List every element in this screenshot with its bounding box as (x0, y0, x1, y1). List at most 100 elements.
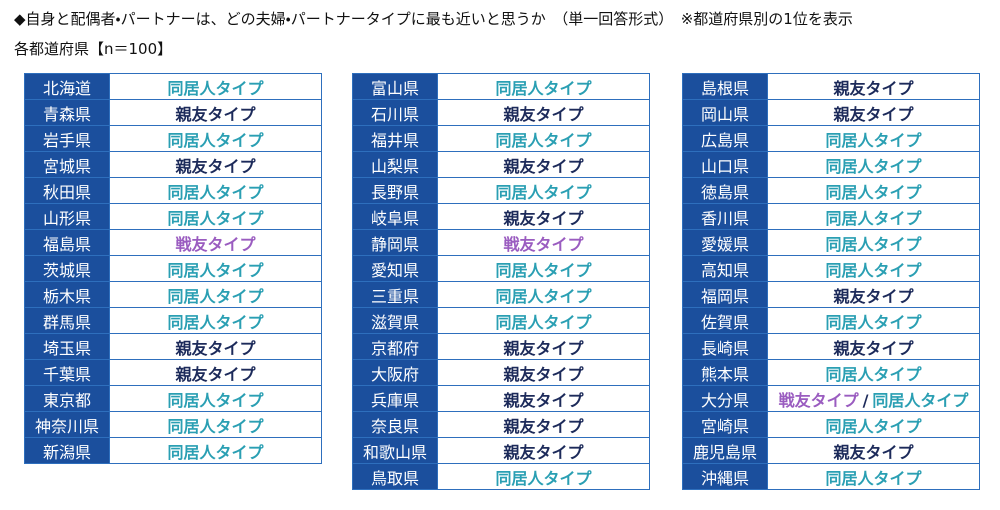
type-cell: 同居人タイプ (767, 151, 980, 178)
prefecture-cell: 神奈川県 (24, 411, 110, 438)
table-row: 鹿児島県 親友タイプ (682, 437, 980, 464)
type-label: 同居人タイプ (495, 468, 592, 488)
prefecture-cell: 広島県 (682, 125, 768, 152)
type-cell: 親友タイプ (437, 359, 650, 386)
type-cell: 親友タイプ (437, 411, 650, 438)
table-row: 北海道 同居人タイプ (24, 73, 322, 100)
type-cell: 同居人タイプ (767, 411, 980, 438)
type-label: 親友タイプ (503, 364, 584, 384)
type-cell: 親友タイプ (767, 99, 980, 126)
prefecture-cell: 長野県 (352, 177, 438, 204)
type-label: 親友タイプ (503, 156, 584, 176)
prefecture-cell: 高知県 (682, 255, 768, 282)
table-row: 山梨県 親友タイプ (352, 151, 650, 178)
type-cell: 同居人タイプ (109, 125, 322, 152)
type-label: 同居人タイプ (167, 78, 264, 98)
table-row: 岩手県 同居人タイプ (24, 125, 322, 152)
prefecture-table: 北海道 同居人タイプ 青森県 親友タイプ 岩手県 同居人タイプ 宮城県 親友タイプ 秋田県 同居人… (24, 73, 322, 464)
type-label: 同居人タイプ (495, 130, 592, 150)
type-label: 戦友タイプ (778, 390, 859, 410)
prefecture-cell: 宮城県 (24, 151, 110, 178)
type-cell: 同居人タイプ (767, 203, 980, 230)
table-row: 東京都 同居人タイプ (24, 385, 322, 412)
table-row: 愛媛県 同居人タイプ (682, 229, 980, 256)
table-row: 長野県 同居人タイプ (352, 177, 650, 204)
type-label: 同居人タイプ (167, 390, 264, 410)
type-cell: 同居人タイプ (437, 125, 650, 152)
prefecture-cell: 福島県 (24, 229, 110, 256)
type-cell: 親友タイプ (437, 333, 650, 360)
type-cell: 同居人タイプ (767, 359, 980, 386)
table-row: 沖縄県 同居人タイプ (682, 463, 980, 490)
type-cell: 親友タイプ (437, 99, 650, 126)
type-cell: 親友タイプ (109, 359, 322, 386)
type-cell: 同居人タイプ (109, 437, 322, 464)
table-row: 秋田県 同居人タイプ (24, 177, 322, 204)
type-label: 親友タイプ (503, 208, 584, 228)
prefecture-cell: 青森県 (24, 99, 110, 126)
prefecture-cell: 石川県 (352, 99, 438, 126)
type-label: 同居人タイプ (495, 78, 592, 98)
type-label: 親友タイプ (833, 78, 914, 98)
table-row: 高知県 同居人タイプ (682, 255, 980, 282)
table-row: 大阪府 親友タイプ (352, 359, 650, 386)
table-row: 福岡県 親友タイプ (682, 281, 980, 308)
prefecture-cell: 宮崎県 (682, 411, 768, 438)
prefecture-cell: 愛媛県 (682, 229, 768, 256)
type-label: 同居人タイプ (167, 416, 264, 436)
table-row: 千葉県 親友タイプ (24, 359, 322, 386)
type-label: 同居人タイプ (825, 208, 922, 228)
type-cell: 同居人タイプ (437, 73, 650, 100)
type-label: 同居人タイプ (495, 260, 592, 280)
type-label: 戦友タイプ (175, 234, 256, 254)
type-label: 同居人タイプ (825, 182, 922, 202)
prefecture-cell: 山形県 (24, 203, 110, 230)
type-cell: 親友タイプ (109, 333, 322, 360)
prefecture-cell: 山口県 (682, 151, 768, 178)
table-row: 滋賀県 同居人タイプ (352, 307, 650, 334)
subtitle: 各都道府県【n＝100】 (14, 40, 173, 58)
type-label: 親友タイプ (175, 156, 256, 176)
type-label: 親友タイプ (175, 364, 256, 384)
prefecture-cell: 長崎県 (682, 333, 768, 360)
type-cell: 親友タイプ (437, 437, 650, 464)
prefecture-cell: 和歌山県 (352, 437, 438, 464)
prefecture-cell: 岐阜県 (352, 203, 438, 230)
prefecture-cell: 福岡県 (682, 281, 768, 308)
type-label: 親友タイプ (175, 104, 256, 124)
type-cell: 同居人タイプ (109, 73, 322, 100)
table-row: 福島県 戦友タイプ (24, 229, 322, 256)
table-row: 島根県 親友タイプ (682, 73, 980, 100)
table-row: 広島県 同居人タイプ (682, 125, 980, 152)
prefecture-cell: 兵庫県 (352, 385, 438, 412)
table-row: 三重県 同居人タイプ (352, 281, 650, 308)
table-row: 大分県 戦友タイプ / 同居人タイプ (682, 385, 980, 412)
type-label: 同居人タイプ (825, 364, 922, 384)
table-row: 佐賀県 同居人タイプ (682, 307, 980, 334)
type-label: / (862, 390, 869, 410)
prefecture-cell: 東京都 (24, 385, 110, 412)
type-cell: 同居人タイプ (767, 307, 980, 334)
type-cell: 同居人タイプ (437, 307, 650, 334)
type-label: 親友タイプ (175, 338, 256, 358)
type-cell: 親友タイプ (109, 151, 322, 178)
type-label: 同居人タイプ (167, 260, 264, 280)
type-cell: 同居人タイプ (767, 177, 980, 204)
prefecture-cell: 奈良県 (352, 411, 438, 438)
table-row: 石川県 親友タイプ (352, 99, 650, 126)
type-cell: 戦友タイプ / 同居人タイプ (767, 385, 980, 412)
type-label: 同居人タイプ (167, 312, 264, 332)
type-cell: 親友タイプ (437, 385, 650, 412)
type-cell: 同居人タイプ (109, 177, 322, 204)
table-row: 愛知県 同居人タイプ (352, 255, 650, 282)
prefecture-cell: 北海道 (24, 73, 110, 100)
table-row: 山口県 同居人タイプ (682, 151, 980, 178)
type-label: 親友タイプ (833, 442, 914, 462)
type-label: 親友タイプ (833, 104, 914, 124)
table-row: 青森県 親友タイプ (24, 99, 322, 126)
type-cell: 親友タイプ (437, 151, 650, 178)
type-cell: 同居人タイプ (109, 411, 322, 438)
type-cell: 戦友タイプ (109, 229, 322, 256)
type-label: 同居人タイプ (825, 312, 922, 332)
